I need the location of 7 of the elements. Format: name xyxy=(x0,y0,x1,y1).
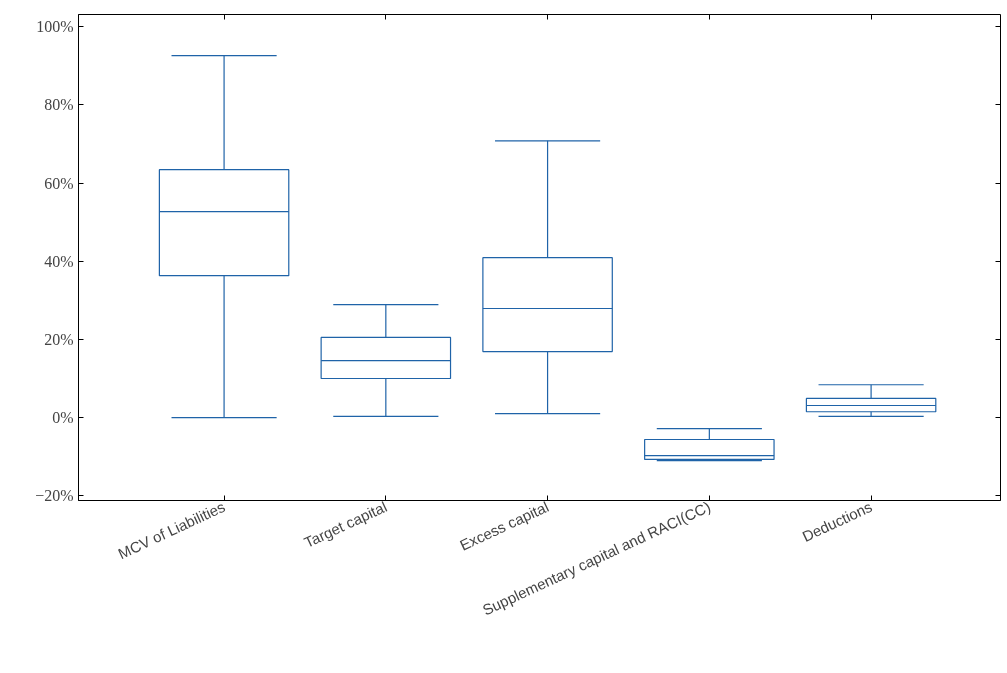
y-tick-label: 0% xyxy=(52,409,74,427)
y-tick-label: 20% xyxy=(44,330,74,348)
y-tick-label: 60% xyxy=(44,174,74,192)
y-tick-label: 80% xyxy=(44,96,74,114)
y-tick-label: 100% xyxy=(36,18,74,36)
y-tick-label: 40% xyxy=(44,252,74,270)
y-tick-label: −20% xyxy=(35,487,74,505)
